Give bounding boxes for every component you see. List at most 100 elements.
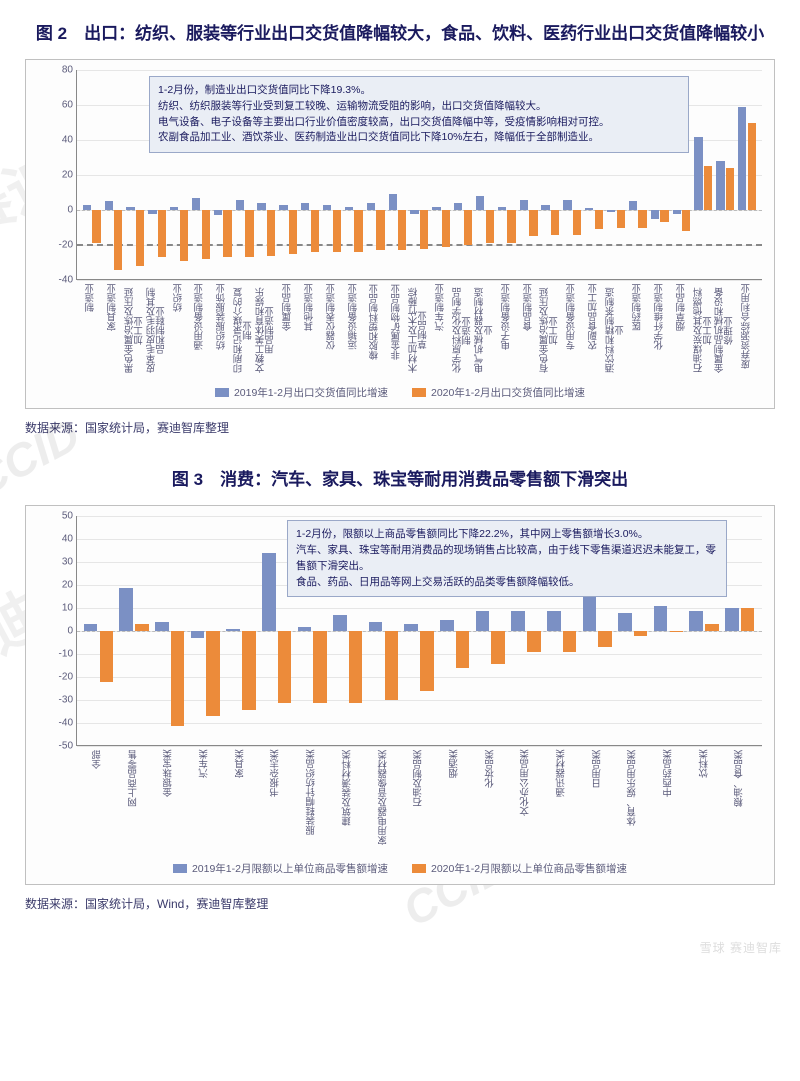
bar: [725, 608, 739, 631]
bar: [617, 210, 625, 228]
bar-group: [152, 516, 188, 745]
y-tick-label: 50: [39, 511, 73, 522]
y-tick-label: 0: [39, 205, 73, 216]
y-tick-label: -20: [39, 240, 73, 251]
x-axis-label: 有色金属冶炼及压延加工业: [539, 284, 561, 379]
bar: [170, 207, 178, 211]
annotation-line: 食品、药品、日用品等网上交易活跃的品类零售额降幅较低。: [296, 575, 718, 591]
x-axis-label: 电气机械及器材制造业: [474, 284, 496, 379]
bar: [529, 210, 537, 236]
x-axis-label: 化妆品类: [473, 750, 509, 855]
bar: [349, 631, 363, 702]
chart3-plot: -50-40-30-20-10010203040501-2月份，限额以上商品零售…: [76, 516, 762, 746]
bar: [214, 210, 222, 215]
bar: [105, 201, 113, 210]
y-tick-label: -10: [39, 649, 73, 660]
bar: [670, 631, 684, 632]
bar: [404, 624, 418, 631]
swatch-2020: [412, 388, 426, 397]
chart3-source: 数据来源：国家统计局，Wind，赛迪智库整理: [25, 895, 775, 912]
x-axis-label: 制造业: [80, 284, 102, 379]
bar: [301, 203, 309, 210]
bar: [573, 210, 581, 235]
bar: [432, 207, 440, 211]
bar: [206, 631, 220, 716]
bar: [705, 624, 719, 631]
x-axis-label: 烟草制品业: [671, 284, 693, 379]
legend-label-2019: 2019年1-2月出口交货值同比增速: [234, 385, 388, 400]
y-tick-label: 20: [39, 580, 73, 591]
y-tick-label: -40: [39, 275, 73, 286]
bar: [527, 631, 541, 652]
bar: [158, 210, 166, 257]
bar: [618, 613, 632, 631]
bar: [136, 210, 144, 266]
x-axis-label: 家用电器及音像器材类: [366, 750, 402, 855]
bar: [551, 210, 559, 235]
bar: [651, 210, 659, 219]
bar: [726, 168, 734, 210]
annotation-line: 1-2月份，限额以上商品零售额同比下降22.2%，其中网上零售额增长3.0%。: [296, 527, 718, 543]
x-axis-label: 专用设备制造业: [561, 284, 583, 379]
x-axis-label: 电子设备制造业: [496, 284, 518, 379]
bar: [738, 107, 746, 210]
bar: [345, 207, 353, 211]
bar: [520, 200, 528, 211]
x-axis-label: 农副食品加工业: [583, 284, 605, 379]
bar: [476, 611, 490, 632]
bar: [607, 210, 615, 212]
x-axis-label: 仪器仪表制造业: [321, 284, 343, 379]
bar: [262, 553, 276, 631]
bar: [333, 210, 341, 252]
bar: [257, 203, 265, 210]
x-axis-label: 金银珠宝类: [151, 750, 187, 855]
y-tick-label: 10: [39, 603, 73, 614]
x-axis-label: 纺织服装服饰业: [211, 284, 233, 379]
swatch-2019: [173, 864, 187, 873]
x-axis-label: 全部: [80, 750, 116, 855]
bar-group: [722, 516, 758, 745]
chart-annotation: 1-2月份，限额以上商品零售额同比下降22.2%，其中网上零售额增长3.0%。汽…: [287, 520, 727, 597]
x-axis-label: 网上商品零售: [116, 750, 152, 855]
bar: [385, 631, 399, 700]
annotation-line: 纺织、纺织服装等行业受到复工较晚、运输物流受阻的影响，出口交货值降幅较大。: [158, 99, 680, 115]
chart3-box: -50-40-30-20-10010203040501-2月份，限额以上商品零售…: [25, 505, 775, 885]
bar: [242, 631, 256, 709]
x-axis-label: 烟酒类: [437, 750, 473, 855]
bar: [673, 210, 681, 214]
x-axis-label: 橡胶和塑料制品业: [364, 284, 386, 379]
bar: [563, 200, 571, 211]
bar: [486, 210, 494, 243]
bar-group: [693, 70, 715, 279]
x-axis-label: 通用设备制造业: [189, 284, 211, 379]
x-axis-label: 印刷和记录媒介的复制业: [233, 284, 255, 379]
bar: [541, 205, 549, 210]
bar: [442, 210, 450, 247]
x-axis-label: 家具制造业: [102, 284, 124, 379]
x-axis-label: 医药制造业: [627, 284, 649, 379]
y-tick-label: -30: [39, 695, 73, 706]
x-axis-label: 通讯器材类: [544, 750, 580, 855]
annotation-line: 汽车、家具、珠宝等耐用消费品的现场销售占比较高，由于线下零售渠道迟迟未能复工，零…: [296, 543, 718, 575]
x-axis-label: 金属制品业: [277, 284, 299, 379]
x-axis-label: 日用品类: [580, 750, 616, 855]
bar: [135, 624, 149, 631]
bar: [389, 194, 397, 210]
bar: [476, 196, 484, 210]
swatch-2020: [412, 864, 426, 873]
bar-group: [117, 516, 153, 745]
bar-group: [714, 70, 736, 279]
bar: [148, 210, 156, 214]
bar: [171, 631, 185, 725]
bar: [323, 205, 331, 210]
x-axis-label: 化学纤维制造业: [649, 284, 671, 379]
bar: [279, 205, 287, 210]
bar: [583, 595, 597, 632]
bar: [226, 629, 240, 631]
bar: [682, 210, 690, 231]
legend-label-2019: 2019年1-2月限额以上单位商品零售额增速: [192, 861, 388, 876]
x-axis-label: 文教工美体育和娱乐用品制造业: [255, 284, 277, 379]
annotation-line: 电气设备、电子设备等主要出口行业价值密度较高，出口交货值降幅中等，受疫情影响相对…: [158, 115, 680, 131]
bar: [155, 622, 169, 631]
bar: [634, 631, 648, 636]
